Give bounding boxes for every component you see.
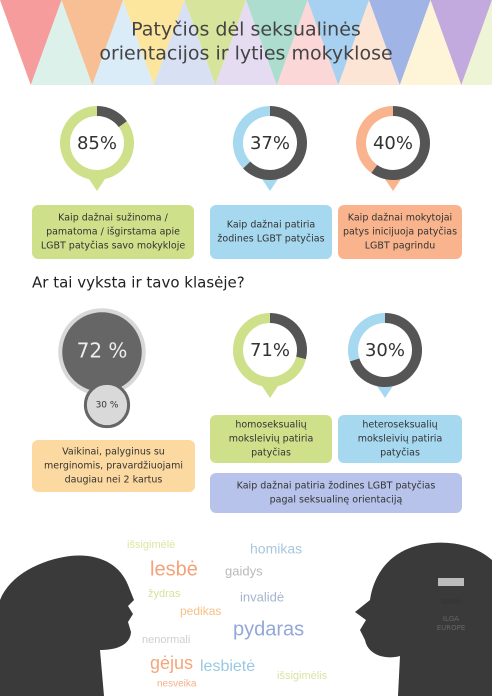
- logo-text: ILGA: [443, 615, 459, 623]
- title-line: orientacijos ir lyties mokyklose: [99, 43, 392, 65]
- header-triangle: [215, 0, 277, 85]
- caption: LGBT patyčias savo mokykloje: [41, 241, 186, 252]
- word: lesbietė: [200, 658, 255, 675]
- header-triangle: [246, 0, 308, 85]
- caption: Kaip dažnai patiria: [227, 220, 316, 231]
- caption: moksleivių patiria: [229, 434, 314, 445]
- percent: 30 %: [96, 401, 119, 411]
- header-triangle: [276, 0, 339, 85]
- header-triangle: [30, 0, 93, 85]
- question: Ar tai vyksta ir tavo klasėje?: [32, 274, 245, 292]
- pointer: [262, 179, 278, 191]
- ring-rest: [243, 106, 307, 180]
- word: lesbė: [150, 558, 198, 580]
- caption-box: [210, 205, 332, 259]
- percent: 37%: [250, 133, 290, 154]
- logo-mark: [438, 578, 464, 586]
- caption: Kaip dažnai sužinoma /: [58, 213, 168, 224]
- caption-box: [338, 205, 462, 259]
- word: išsigimėlė: [127, 539, 175, 551]
- word: pydaras: [233, 618, 304, 640]
- ring-rest: [371, 106, 430, 180]
- header-triangle: [0, 0, 62, 85]
- ring-value: [348, 313, 386, 362]
- logo-text: NAMAI: [441, 599, 461, 606]
- word: pedikas: [180, 604, 221, 618]
- percent: 30%: [365, 340, 405, 361]
- header-triangle: [184, 0, 246, 85]
- ring-rest: [96, 106, 127, 128]
- pointer: [262, 386, 278, 398]
- header-decoration: [0, 0, 492, 85]
- logo-text: EUROPE: [437, 624, 466, 632]
- caption-box: [210, 415, 332, 463]
- word: invalidė: [240, 589, 284, 604]
- header-triangle: [461, 0, 492, 85]
- caption-box: [210, 473, 462, 513]
- caption: LGBT pagrindu: [365, 241, 436, 252]
- silhouette: [0, 555, 134, 696]
- header-triangle: [92, 0, 154, 85]
- word: homikas: [250, 541, 302, 557]
- ring-value: [233, 106, 271, 169]
- silhouette: [355, 542, 492, 696]
- caption: pamatoma / išgirstama apie: [46, 227, 180, 238]
- caption: žodines LGBT patyčias: [217, 234, 324, 245]
- header-triangle: [307, 0, 369, 85]
- ring-rest: [349, 313, 422, 387]
- caption: daugiau nei 2 kartus: [65, 475, 163, 486]
- caption: patys inicijuoja patyčias: [343, 227, 457, 238]
- ring-rest: [269, 313, 307, 360]
- word: išsigimėlis: [277, 670, 328, 682]
- ring-value: [233, 313, 306, 387]
- caption: heteroseksualių: [362, 420, 437, 431]
- word: gaidys: [225, 563, 263, 578]
- header-triangle: [61, 0, 123, 85]
- header-triangle: [430, 0, 492, 85]
- caption: Vaikinai, palyginus su: [62, 447, 165, 458]
- title-line: Patyčios dėl seksualinės: [131, 19, 361, 41]
- percent: 72 %: [77, 339, 128, 363]
- caption: patyčias: [251, 448, 291, 459]
- word: nesveika: [157, 679, 197, 690]
- word: žydras: [148, 588, 181, 600]
- word: nenormali: [142, 634, 190, 646]
- word: gėjus: [150, 653, 193, 673]
- caption: pagal seksualinę orientaciją: [270, 495, 403, 506]
- caption-box: [32, 440, 195, 492]
- header-triangle: [369, 0, 431, 85]
- pointer: [385, 179, 401, 191]
- percent: 40%: [373, 133, 413, 154]
- percent: 85%: [77, 133, 117, 154]
- caption: moksleivių patiria: [358, 434, 443, 445]
- caption-box: [338, 415, 462, 463]
- pointer: [89, 179, 105, 191]
- pointer: [377, 386, 393, 398]
- ring-value: [356, 106, 394, 173]
- caption: homoseksualių: [235, 420, 306, 431]
- caption: patyčias: [380, 448, 420, 459]
- percent: 71%: [250, 340, 290, 361]
- caption: merginomis, pravardžiuojami: [44, 461, 183, 472]
- ring-value: [60, 106, 134, 180]
- caption: Kaip dažnai patiria žodines LGBT patyčia…: [237, 481, 436, 492]
- logo: NAMAI ILGA EUROPE: [437, 578, 466, 632]
- header-triangle: [123, 0, 185, 85]
- header-triangle: [153, 0, 216, 85]
- caption: Kaip dažnai mokytojai: [348, 213, 452, 224]
- header-triangle: [338, 0, 400, 85]
- girls-circle: [83, 381, 131, 429]
- caption-box: [32, 205, 194, 259]
- header-triangle: [399, 0, 462, 85]
